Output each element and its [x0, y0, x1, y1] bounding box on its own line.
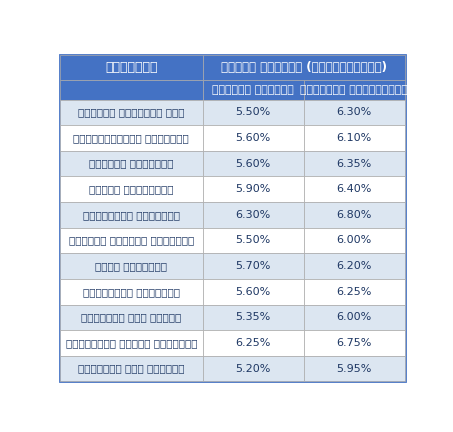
Bar [304, 228, 405, 253]
Text: 6.80%: 6.80% [337, 210, 372, 220]
Bar [203, 100, 304, 125]
Text: కోటక్ మహింద్రా: కోటక్ మహింద్రా [89, 184, 173, 194]
Bar [203, 55, 405, 79]
Text: బ్యాంక్ ఆఫ్ బరోడా: బ్యాంక్ ఆఫ్ బరోడా [81, 312, 181, 322]
Bar [304, 100, 405, 125]
Bar [304, 305, 405, 330]
Text: 6.30%: 6.30% [337, 108, 372, 118]
Bar [203, 253, 304, 279]
Text: సాధారణ ప్రజలు: సాధారణ ప్రజలు [212, 85, 294, 95]
Text: 6.25%: 6.25% [236, 338, 271, 348]
Text: పంజాబ్ నేషనల్ బ్యాంక్: పంజాబ్ నేషనల్ బ్యాంక్ [69, 235, 194, 245]
Text: కనరా బ్యాంక్: కనరా బ్యాంక్ [95, 261, 167, 271]
Text: సీనియర్ సిటిజన్లు: సీనియర్ సిటిజన్లు [300, 85, 408, 95]
Text: 6.40%: 6.40% [337, 184, 372, 194]
Text: 5.95%: 5.95% [337, 364, 372, 374]
Text: 5.50%: 5.50% [236, 108, 271, 118]
Text: 5.50%: 5.50% [236, 235, 271, 245]
Bar [60, 228, 203, 253]
Text: 6.25%: 6.25% [337, 287, 372, 297]
Bar [203, 176, 304, 202]
Bar [203, 356, 304, 381]
Bar [60, 356, 203, 381]
Bar [304, 151, 405, 176]
Bar [60, 330, 203, 356]
Bar [60, 125, 203, 151]
Text: 5.35%: 5.35% [236, 312, 271, 322]
Text: యాక్సిస్ బ్యాంక్: యాక్సిస్ బ్యాంక్ [83, 287, 180, 297]
Bar [60, 55, 203, 79]
Text: 5.60%: 5.60% [236, 159, 271, 168]
Bar [203, 151, 304, 176]
Bar [304, 125, 405, 151]
Text: ఐడీఎఫ్సీ ఫస్ట్ బ్యాంక్: ఐడీఎఫ్సీ ఫస్ట్ బ్యాంక్ [66, 338, 197, 348]
Text: 6.30%: 6.30% [236, 210, 271, 220]
Bar [304, 79, 405, 100]
Text: వడ్డీ రేట్లు (వార్తికంగా): వడ్డీ రేట్లు (వార్తికంగా) [221, 61, 387, 74]
Bar [203, 228, 304, 253]
Bar [60, 279, 203, 305]
Text: 6.35%: 6.35% [337, 159, 372, 168]
Text: 6.00%: 6.00% [337, 235, 372, 245]
Bar [60, 79, 203, 100]
Text: 5.60%: 5.60% [236, 287, 271, 297]
Text: 6.20%: 6.20% [337, 261, 372, 271]
Bar [304, 202, 405, 228]
Text: 5.70%: 5.70% [236, 261, 271, 271]
Bar [60, 176, 203, 202]
Bar [60, 305, 203, 330]
Text: 5.20%: 5.20% [236, 364, 271, 374]
Bar [60, 100, 203, 125]
Bar [60, 202, 203, 228]
Bar [203, 125, 304, 151]
Bar [304, 253, 405, 279]
Text: 6.00%: 6.00% [337, 312, 372, 322]
Text: ఐడీబీఐ బ్యాంక్: ఐడీబీఐ బ్యాంక్ [89, 159, 173, 168]
Text: 5.60%: 5.60% [236, 133, 271, 143]
Text: 6.75%: 6.75% [337, 338, 372, 348]
Bar [304, 279, 405, 305]
Bar [60, 151, 203, 176]
Text: బ్యాంక్: బ్యాంక్ [105, 61, 158, 74]
Bar [203, 305, 304, 330]
Bar [60, 253, 203, 279]
Bar [304, 356, 405, 381]
Bar [203, 202, 304, 228]
Text: హెచ్డీఎఫ్సీ బ్యాంక్: హెచ్డీఎఫ్సీ బ్యాంక్ [73, 133, 189, 143]
Bar [304, 176, 405, 202]
Text: బ్యాంక్ ఆఫ్ ఇండియా: బ్యాంక్ ఆఫ్ ఇండియా [78, 364, 184, 374]
Bar [203, 279, 304, 305]
Text: 6.10%: 6.10% [337, 133, 372, 143]
Bar [203, 79, 304, 100]
Text: 5.90%: 5.90% [236, 184, 271, 194]
Bar [203, 330, 304, 356]
Text: ఆర్బీఎల్ బ్యాంక్: ఆర్బీఎల్ బ్యాంక్ [83, 210, 180, 220]
Bar [304, 330, 405, 356]
Text: స్టేట్ బ్యాంక్ ఆఫ్: స్టేట్ బ్యాంక్ ఆఫ్ [78, 108, 184, 118]
